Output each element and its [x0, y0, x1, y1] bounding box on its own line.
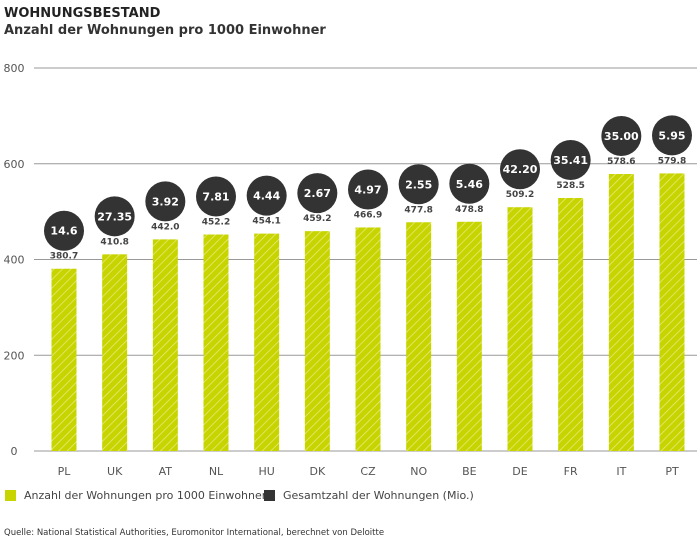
x-tick-label: CZ: [360, 465, 376, 478]
legend-label: Gesamtzahl der Wohnungen (Mio.): [283, 489, 474, 502]
total-bubble-AT: [145, 181, 186, 222]
bar-value-label: 454.1: [252, 217, 280, 227]
total-value-label: 5.46: [456, 178, 483, 191]
bar-UK: [102, 254, 128, 451]
bar-IT: [608, 173, 634, 452]
total-value-label: 42.20: [503, 163, 538, 176]
bar-value-label: 459.2: [303, 214, 331, 224]
total-value-label: 7.81: [202, 191, 229, 204]
bar-value-label: 477.8: [404, 205, 432, 215]
total-bubble-PT: [652, 115, 692, 156]
x-tick-label: DE: [512, 465, 527, 478]
x-tick-label: FR: [564, 465, 578, 478]
bar-value-label: 579.8: [658, 156, 686, 166]
bar-FR: [558, 197, 584, 451]
bar-value-label: 478.8: [455, 205, 483, 215]
source-note: Quelle: National Statistical Authorities…: [4, 528, 385, 538]
bar-value-label: 578.6: [607, 157, 635, 167]
x-tick-label: UK: [107, 465, 123, 478]
bar-CZ: [355, 227, 381, 451]
x-tick-label: AT: [159, 465, 173, 478]
legend-label: Anzahl der Wohnungen pro 1000 Einwohner: [24, 489, 267, 502]
bar-AT: [152, 239, 178, 451]
total-bubble-IT: [601, 115, 642, 156]
x-tick-label: IT: [616, 465, 626, 478]
bar-value-label: 442.0: [151, 222, 179, 232]
total-value-label: 35.00: [604, 130, 639, 143]
total-bubble-NO: [398, 164, 439, 205]
x-tick-label: PL: [58, 465, 72, 478]
bar-NL: [203, 234, 229, 451]
total-bubble-DE: [500, 149, 540, 190]
y-tick-label: 400: [4, 254, 25, 267]
total-value-label: 3.92: [152, 195, 179, 208]
bar-chart: 0 200 400 600 800 380.7 14.6 PL 410.8 27.35 UK 442.…: [4, 62, 697, 478]
bar-value-label: 528.5: [556, 181, 584, 191]
x-tick-label: NL: [209, 465, 224, 478]
total-bubble-DK: [297, 173, 338, 214]
total-bubble-PL: [44, 210, 84, 251]
bar-NO: [406, 222, 432, 451]
y-tick-label: 0: [11, 445, 18, 458]
bar-value-label: 509.2: [506, 190, 534, 200]
total-bubble-NL: [196, 176, 236, 217]
y-tick-label: 800: [4, 62, 25, 75]
total-value-label: 2.67: [304, 187, 331, 200]
bar-HU: [254, 233, 280, 451]
total-value-label: 2.55: [405, 178, 432, 191]
bar-value-label: 466.9: [354, 210, 382, 220]
total-value-label: 4.97: [354, 183, 381, 196]
y-tick-label: 200: [4, 349, 25, 362]
bar-value-label: 452.2: [202, 218, 230, 228]
total-bubble-UK: [94, 196, 135, 237]
total-value-label: 14.6: [50, 225, 77, 238]
bar-DK: [304, 231, 330, 451]
bar-DE: [507, 207, 533, 451]
total-bubble-CZ: [348, 169, 388, 210]
x-tick-label: HU: [259, 465, 275, 478]
legend-item-total: Gesamtzahl der Wohnungen (Mio.): [264, 489, 474, 502]
total-value-label: 27.35: [97, 210, 132, 223]
total-bubble-BE: [449, 163, 490, 204]
chart-subtitle: Anzahl der Wohnungen pro 1000 Einwohner: [4, 23, 326, 38]
x-tick-label: BE: [462, 465, 477, 478]
total-bubble-HU: [246, 175, 287, 216]
legend-swatch-dark: [264, 490, 275, 501]
bar-PL: [51, 268, 77, 451]
bar-value-label: 410.8: [100, 237, 128, 247]
x-tick-label: PT: [665, 465, 679, 478]
total-value-label: 5.95: [658, 129, 685, 142]
x-tick-label: DK: [309, 465, 325, 478]
total-bubble-FR: [550, 139, 591, 180]
legend-item-per-1000: Anzahl der Wohnungen pro 1000 Einwohner: [5, 489, 266, 502]
bar-value-label: 380.7: [50, 252, 78, 262]
total-value-label: 35.41: [553, 154, 588, 167]
bar-BE: [456, 221, 482, 451]
y-tick-label: 600: [4, 158, 25, 171]
bar-PT: [659, 173, 685, 451]
total-value-label: 4.44: [253, 190, 280, 203]
legend-swatch-green: [5, 490, 16, 501]
x-tick-label: NO: [410, 465, 427, 478]
chart-title: WOHNUNGSBESTAND: [4, 6, 161, 21]
